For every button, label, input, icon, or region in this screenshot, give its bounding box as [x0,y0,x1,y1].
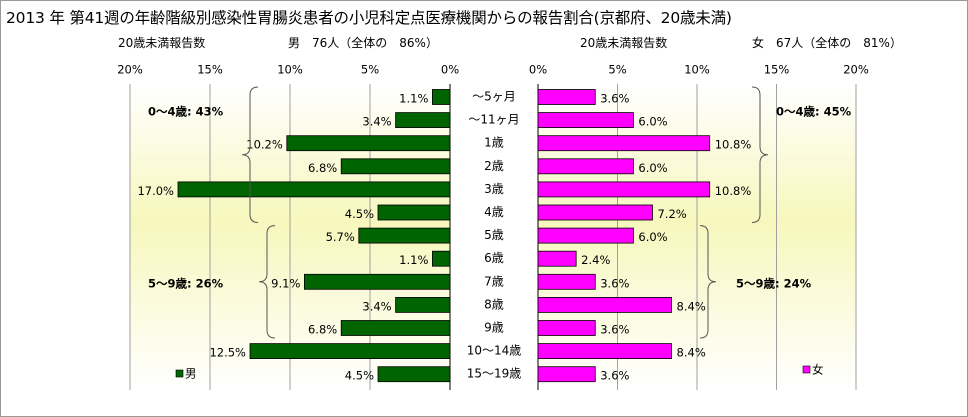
category-label: 9歳 [484,321,504,335]
female-data-label: 7.2% [657,207,686,221]
female-bar [537,366,596,383]
male-bar [395,112,451,128]
female-bar [537,320,596,336]
female-bar [537,227,634,244]
female-data-label: 3.6% [600,369,629,383]
male-data-label: 4.5% [345,369,374,383]
female-x-tick-label: 15% [764,63,790,77]
male-bar [395,296,451,313]
category-label: 15～19歳 [467,367,522,381]
male-data-label: 3.4% [362,299,391,313]
male-bar [358,227,451,244]
male-x-tick-label: 5% [361,63,379,77]
male-legend-label: 男 [185,367,197,381]
right-header-label: 20歳未満報告数 [580,36,668,50]
female-x-tick-label: 10% [684,63,710,77]
female-bar [537,296,672,313]
female-x-tick-label: 5% [608,63,626,77]
male-x-tick-label: 10% [277,63,303,77]
female-data-label: 3.6% [600,323,629,337]
female-x-tick-label: 20% [843,63,869,77]
female-data-label: 6.0% [638,115,667,129]
male-bar [377,204,451,221]
male-legend-swatch [175,369,184,378]
female-data-label: 3.6% [600,92,629,106]
female-bar [537,89,596,105]
page-title: 2013 年 第41週の年齢階級別感染性胃腸炎患者の小児科定点医療機関からの報告… [6,9,732,27]
female-bar [537,181,711,198]
male-data-label: 5.7% [326,230,355,244]
category-label: 7歳 [484,274,504,288]
female-data-label: 3.6% [600,276,629,290]
category-label: 1歳 [484,136,504,150]
category-label: 3歳 [484,182,504,196]
female-data-label: 6.0% [638,230,667,244]
left-header-summary: 男 76人（全体の 86%） [288,36,438,50]
male-x-tick-label: 0% [441,63,459,77]
female-annotation-0-4: 0～4歳: 45% [776,105,852,119]
male-brace-5-9 [258,225,276,339]
female-annotation-5-9: 5～9歳: 24% [736,277,812,291]
category-label: ～11ヶ月 [468,113,519,127]
female-brace-0-4 [751,86,769,223]
male-data-label: 6.8% [308,323,337,337]
female-legend-swatch [802,365,811,374]
female-bar [537,343,672,360]
male-bar [340,158,451,175]
category-label: 4歳 [484,205,504,219]
male-annotation-0-4: 0～4歳: 43% [148,105,224,119]
female-bar [537,204,653,221]
male-bar [431,89,451,105]
female-data-label: 10.8% [715,184,752,198]
male-data-label: 6.8% [308,161,337,175]
male-data-label: 3.4% [362,115,391,129]
female-data-label: 8.4% [677,299,706,313]
right-header-summary: 女 67人（全体の 81%） [752,36,902,50]
female-data-label: 2.4% [581,253,610,267]
male-bar [286,135,451,152]
male-bar [249,343,451,360]
category-label: 2歳 [484,159,504,173]
male-x-tick-label: 20% [117,63,143,77]
female-bar [537,158,634,175]
category-label: 5歳 [484,228,504,242]
female-bar [537,250,577,267]
female-data-label: 8.4% [677,346,706,360]
male-data-label: 1.1% [399,253,428,267]
category-label: 10～14歳 [467,344,522,358]
left-header-label: 20歳未満報告数 [118,36,206,50]
female-legend-label: 女 [812,363,824,377]
male-bar [177,181,451,198]
category-label: 8歳 [484,297,504,311]
male-bar [377,366,451,383]
female-x-tick-label: 0% [529,63,547,77]
male-bar [303,273,451,290]
female-bar [537,273,596,290]
female-data-label: 10.8% [715,138,752,152]
category-label: ～5ヶ月 [472,90,516,104]
female-data-label: 6.0% [638,161,667,175]
female-bar [537,112,634,128]
male-data-label: 1.1% [399,92,428,106]
male-data-label: 17.0% [137,184,174,198]
male-data-label: 9.1% [271,276,300,290]
category-label: 6歳 [484,251,504,265]
male-x-tick-label: 15% [197,63,223,77]
male-brace-0-4 [241,86,259,223]
male-data-label: 12.5% [209,346,246,360]
male-bar [431,250,451,267]
male-annotation-5-9: 5～9歳: 26% [148,277,224,291]
male-bar [340,320,451,336]
male-data-label: 10.2% [246,138,283,152]
female-brace-5-9 [699,225,717,339]
male-data-label: 4.5% [345,207,374,221]
female-bar [537,135,711,152]
